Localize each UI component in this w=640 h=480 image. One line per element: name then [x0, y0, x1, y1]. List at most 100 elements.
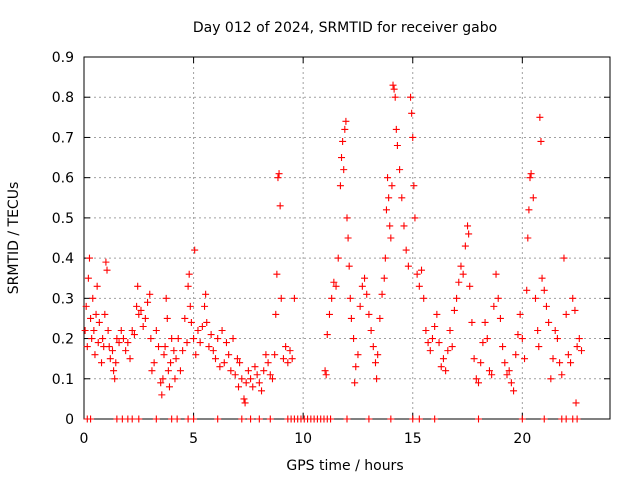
data-point [274, 174, 282, 182]
data-point [115, 339, 123, 347]
data-point [137, 306, 145, 314]
data-point [553, 335, 561, 343]
data-point [241, 399, 249, 407]
data-point [144, 298, 152, 306]
data-point [470, 355, 478, 363]
data-point [545, 318, 553, 326]
data-point [466, 282, 474, 290]
y-tick-label: 0.1 [52, 372, 74, 388]
data-point [444, 347, 452, 355]
data-point [536, 113, 544, 121]
data-point [572, 399, 580, 407]
data-point [99, 335, 107, 343]
data-point [130, 331, 138, 339]
data-point [334, 254, 342, 262]
data-point [273, 270, 281, 278]
data-point [422, 327, 430, 335]
data-point [253, 371, 261, 379]
data-point [483, 335, 491, 343]
data-point [163, 314, 171, 322]
data-point [290, 294, 298, 302]
data-point [459, 270, 467, 278]
data-point [475, 379, 482, 387]
data-point [201, 302, 209, 310]
y-tick-label: 0.9 [52, 50, 74, 66]
data-point [408, 109, 416, 117]
data-point [214, 335, 222, 343]
data-point [173, 415, 181, 423]
data-point [82, 302, 90, 310]
data-point [538, 274, 546, 282]
data-point [85, 254, 93, 262]
data-point [381, 254, 389, 262]
x-tick-label: 15 [404, 431, 422, 447]
data-point [174, 335, 182, 343]
data-point [190, 415, 198, 423]
data-point [410, 182, 418, 190]
data-point [439, 355, 447, 363]
data-point [386, 222, 394, 230]
data-point [282, 343, 290, 351]
data-point [218, 327, 226, 335]
data-point [567, 359, 575, 367]
data-point [490, 302, 498, 310]
data-point [339, 137, 347, 145]
data-point [523, 286, 531, 294]
data-point [560, 254, 568, 262]
data-point [247, 375, 255, 383]
data-point [475, 415, 482, 423]
data-point [192, 351, 200, 359]
data-point [110, 367, 118, 375]
data-point [190, 335, 198, 343]
data-point [409, 133, 417, 141]
data-point [534, 327, 542, 335]
data-point [531, 294, 539, 302]
data-point [461, 242, 469, 250]
data-point [388, 182, 396, 190]
data-point [322, 371, 330, 379]
data-point [373, 375, 381, 383]
data-point [407, 93, 415, 101]
y-tick-label: 0.6 [52, 171, 74, 187]
data-point [540, 286, 548, 294]
data-point [380, 274, 388, 282]
data-point [376, 314, 384, 322]
data-point [352, 363, 360, 371]
data-point [400, 222, 408, 230]
data-point [411, 214, 419, 222]
data-point [435, 339, 443, 347]
data-point [103, 266, 111, 274]
y-tick-label: 0.7 [52, 130, 74, 146]
x-tick-label: 20 [513, 431, 531, 447]
x-tick-label: 5 [189, 431, 198, 447]
data-point [222, 339, 230, 347]
data-point [344, 234, 352, 242]
data-point [418, 266, 426, 274]
data-point [391, 93, 399, 101]
data-point [446, 327, 454, 335]
data-point [279, 355, 287, 363]
data-point [112, 359, 120, 367]
data-point [426, 347, 434, 355]
data-point [516, 310, 524, 318]
data-point [87, 314, 95, 322]
data-point [225, 351, 233, 359]
y-tick-label: 0.4 [52, 251, 74, 267]
data-point [148, 367, 156, 375]
data-point [191, 246, 199, 254]
data-point [135, 415, 143, 423]
data-point [424, 339, 432, 347]
data-point [573, 415, 581, 423]
data-point [468, 318, 476, 326]
data-point [341, 125, 349, 133]
data-point [171, 375, 179, 383]
data-point [198, 322, 206, 330]
data-point [98, 359, 106, 367]
data-point [157, 379, 165, 387]
data-point [573, 343, 581, 351]
data-point [108, 347, 116, 355]
data-point [147, 335, 155, 343]
data-point [431, 415, 439, 423]
data-point [365, 415, 373, 423]
data-point [187, 318, 195, 326]
